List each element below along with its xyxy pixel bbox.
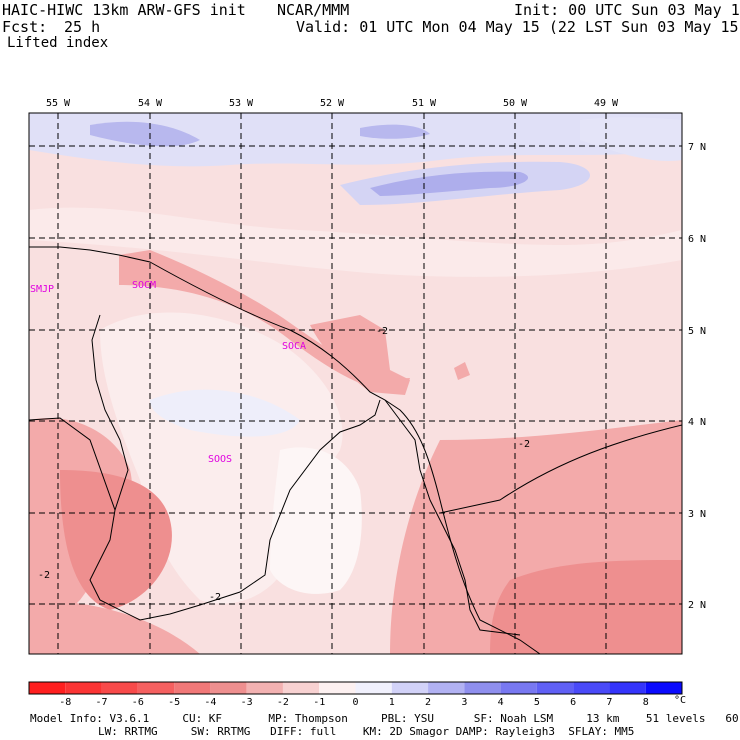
colorbar-swatch xyxy=(573,682,610,694)
station-socm: SOCM xyxy=(132,280,156,291)
stable-core-2 xyxy=(360,124,430,139)
lat-label: 4 N xyxy=(688,417,706,428)
colorbar-tick-label: 0 xyxy=(352,697,358,708)
colorbar-swatch xyxy=(319,682,356,694)
field-name: Lifted index xyxy=(7,35,109,51)
forecast-label: Fcst: xyxy=(2,18,48,36)
colorbar-swatch xyxy=(645,682,682,694)
stable-core-3 xyxy=(370,171,529,196)
colorbar-swatch xyxy=(282,682,320,694)
lon-label: 53 W xyxy=(229,98,254,109)
contour-label: -2 xyxy=(518,439,530,450)
colorbar-tick-label: -3 xyxy=(241,697,253,708)
colorbar-swatch xyxy=(101,682,138,694)
colorbar-swatch xyxy=(536,682,574,694)
lon-label: 50 W xyxy=(503,98,528,109)
colorbar-tick-label: 3 xyxy=(461,697,467,708)
small-cell xyxy=(454,362,470,380)
colorbar-swatch xyxy=(609,682,646,694)
colorbar-tick-label: 8 xyxy=(643,697,649,708)
lat-label: 6 N xyxy=(688,234,706,245)
station-soos: SOOS xyxy=(208,454,232,465)
colorbar-swatch xyxy=(29,682,66,694)
coastline xyxy=(29,246,541,654)
border-west xyxy=(89,314,381,621)
colorbar-tick-label: 1 xyxy=(389,697,395,708)
colorbar: -8 -7 -6 -5 -4 -3 -2 -1 0 1 2 3 4 5 6 7 8 xyxy=(28,681,683,708)
lon-label: 54 W xyxy=(138,98,163,109)
colorbar-swatch xyxy=(246,682,283,694)
colorbar-tick-label: 2 xyxy=(425,697,431,708)
lat-label: 2 N xyxy=(688,600,706,611)
border-east xyxy=(384,399,521,636)
colorbar-tick-label: 7 xyxy=(606,697,612,708)
lat-label: 7 N xyxy=(688,142,706,153)
colorbar-unit: °C xyxy=(674,695,686,706)
colorbar-swatch xyxy=(355,682,392,694)
colorbar-tick-label: 4 xyxy=(498,697,504,708)
border-south xyxy=(439,424,682,514)
lat-label: 3 N xyxy=(688,509,706,520)
colorbar-tick-label: 5 xyxy=(534,697,540,708)
stable-band-1 xyxy=(29,113,682,167)
colorbar-tick-label: -6 xyxy=(132,697,144,708)
border-sw xyxy=(29,417,116,511)
colorbar-tick-label: -5 xyxy=(168,697,180,708)
colorbar-swatch xyxy=(65,682,102,694)
southeast-core xyxy=(490,560,682,654)
colorbar-swatch xyxy=(210,682,247,694)
stable-core-1 xyxy=(90,121,200,147)
colorbar-swatch xyxy=(428,682,465,694)
interior-white xyxy=(270,447,362,594)
init-time: Init: 00 UTC Sun 03 May 15 xyxy=(514,1,740,19)
contour-label: -2 xyxy=(38,570,50,581)
model-title: HAIC-HIWC 13km ARW-GFS init xyxy=(2,1,246,19)
map-frame xyxy=(28,112,683,655)
colorbar-tick-label: -7 xyxy=(96,697,108,708)
contour-label: -2 xyxy=(376,326,388,337)
model-info-line-1: Model Info: V3.6.1 CU: KF MP: Thompson P… xyxy=(30,712,740,725)
inland-moderate xyxy=(310,315,410,395)
southwest-core xyxy=(60,470,172,610)
colorbar-swatch xyxy=(137,682,175,694)
lon-label: 49 W xyxy=(594,98,619,109)
neutral-band xyxy=(29,207,682,277)
colorbar-tick-label: -1 xyxy=(313,697,325,708)
contour-label: -2 xyxy=(209,592,221,603)
model-info-line-2: LW: RRTMG SW: RRTMG DIFF: full KM: 2D Sm… xyxy=(98,725,635,738)
forecast-hour: 25 h xyxy=(64,18,101,36)
south-unstable xyxy=(29,600,200,654)
lon-label: 52 W xyxy=(320,98,345,109)
colorbar-swatch xyxy=(391,682,429,694)
colorbar-swatch xyxy=(174,682,211,694)
organization: NCAR/MMM xyxy=(277,1,350,19)
colorbar-tick-label: -4 xyxy=(204,697,216,708)
station-soca: SOCA xyxy=(282,341,306,352)
lat-label: 5 N xyxy=(688,326,706,337)
colorbar-tick-label: -8 xyxy=(59,697,71,708)
colorbar-frame xyxy=(28,681,683,695)
colorbar-swatch xyxy=(464,682,501,694)
interior-stable-patch xyxy=(150,389,300,437)
valid-time: Valid: 01 UTC Mon 04 May 15 (22 LST Sun … xyxy=(296,18,740,36)
colorbar-tick-label: -2 xyxy=(277,697,289,708)
colorbar-swatch xyxy=(500,682,537,694)
lon-label: 51 W xyxy=(412,98,437,109)
colorbar-tick-label: 6 xyxy=(570,697,576,708)
station-smjp: SMJP xyxy=(30,284,54,295)
lon-label: 55 W xyxy=(46,98,71,109)
